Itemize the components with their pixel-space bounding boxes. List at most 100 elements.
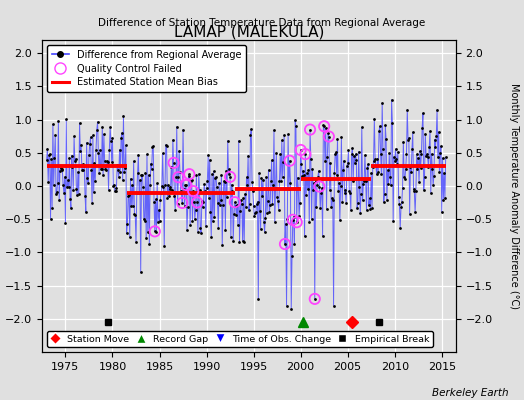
Point [200,181,209,188]
Point [429,182,438,188]
Point [179,126,187,133]
Point [152,229,160,235]
Point [66,195,74,202]
Point [232,212,241,218]
Point [166,184,174,190]
Point [182,182,190,188]
Point [266,202,274,208]
Point [340,157,348,164]
Point [362,207,370,214]
Point [65,155,73,162]
Point [184,173,193,179]
Point [403,106,411,113]
Point [332,149,340,155]
Point [55,197,63,204]
Point [348,145,356,151]
Point [199,199,208,205]
Point [138,172,147,178]
Point [112,185,121,192]
Point [350,152,358,159]
Point [222,167,231,174]
Point [177,190,185,196]
Point [183,227,191,234]
Point [280,132,288,138]
Point [341,187,350,193]
Point [308,216,316,222]
Point [382,136,390,142]
Point [326,160,335,166]
Point [160,242,168,249]
Point [441,195,449,201]
Point [62,116,70,122]
Point [434,154,442,160]
Point [86,134,95,140]
Point [349,178,357,184]
Point [404,136,412,143]
Point [363,165,372,172]
Point [376,123,384,130]
Point [407,169,416,175]
Point [50,155,59,161]
Point [334,187,343,194]
Point [383,197,391,203]
Point [60,173,69,180]
Point [233,202,242,208]
Point [275,206,283,213]
Point [377,171,386,178]
Point [202,185,211,191]
Point [415,179,423,186]
Point [113,162,122,168]
Point [119,113,128,119]
Point [245,207,253,213]
Point [174,174,182,180]
Point [428,150,436,157]
Point [89,132,97,138]
Point [300,172,308,178]
Point [213,200,222,206]
Point [64,184,73,190]
Point [281,241,289,247]
Point [165,193,173,200]
Point [269,182,277,188]
Point [188,177,196,183]
Point [133,190,141,196]
Point [354,200,362,206]
Point [95,170,103,176]
Point [169,160,178,166]
Point [442,154,450,160]
Point [69,187,78,194]
Point [139,183,147,190]
Point [412,188,420,194]
Text: Berkeley Earth: Berkeley Earth [432,388,508,398]
Point [52,191,60,197]
Point [149,143,157,149]
Point [129,158,138,164]
Point [188,217,196,224]
Point [281,241,289,247]
Point [173,201,182,208]
Point [146,182,154,188]
Point [236,208,245,214]
Point [48,205,56,211]
Point [320,123,329,130]
Point [359,180,367,187]
Point [54,118,62,124]
Point [155,217,163,224]
Point [373,156,381,162]
Point [57,165,65,171]
Point [235,138,243,144]
Point [72,186,81,193]
Point [115,174,123,180]
Point [211,174,220,181]
Point [330,302,338,309]
Point [84,180,92,186]
Point [74,190,83,197]
Point [362,178,370,184]
Point [137,172,146,179]
Point [279,158,288,165]
Point [314,174,322,180]
Point [71,158,79,164]
Point [381,122,389,128]
Point [401,176,409,182]
Point [159,184,168,190]
